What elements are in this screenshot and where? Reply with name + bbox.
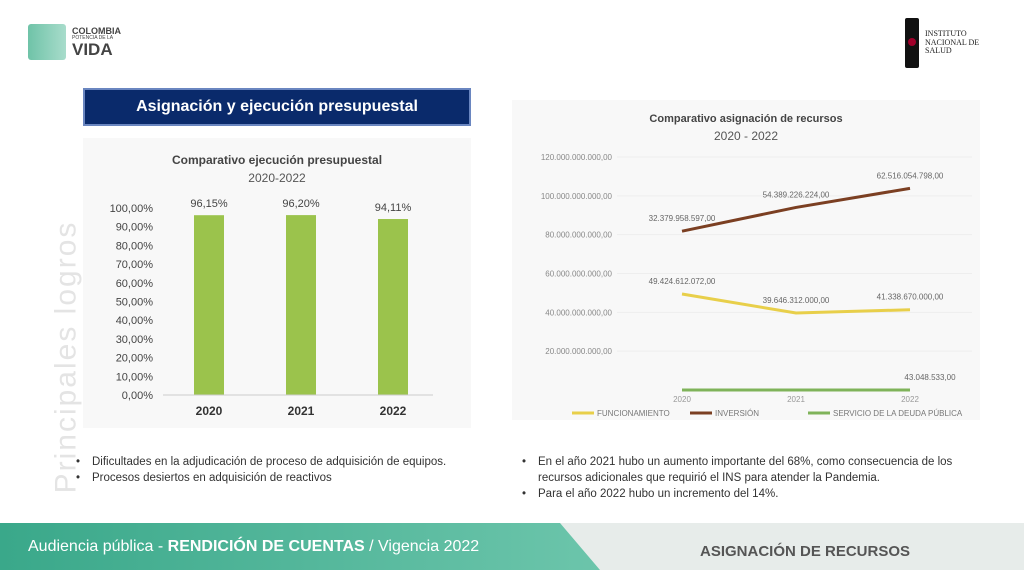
side-label: Principales logros [49, 220, 83, 494]
chart-title: Comparativo ejecución presupuestal [172, 153, 382, 167]
data-label: 41.338.670.000,00 [877, 293, 944, 302]
section-title: Asignación y ejecución presupuestal [83, 88, 471, 126]
series-line-funcionamiento [681, 292, 911, 315]
y-tick-label: 0,00% [122, 390, 153, 402]
line-chart-panel: Comparativo asignación de recursos 2020 -… [512, 100, 980, 420]
x-tick-label: 2022 [901, 395, 919, 404]
y-tick-label: 60,00% [116, 278, 154, 290]
data-label: 32.379.958.597,00 [649, 214, 716, 223]
y-tick-label: 80,00% [116, 240, 154, 252]
ins-logo: INSTITUTO NACIONAL DE SALUD [905, 18, 979, 68]
bullet-item: Procesos desiertos en adquisición de rea… [72, 470, 512, 486]
bar [378, 219, 408, 395]
chart-subtitle: 2020 - 2022 [714, 129, 778, 143]
x-tick-label: 2021 [787, 395, 805, 404]
y-tick-label: 40.000.000.000,00 [545, 308, 612, 317]
y-tick-label: 20,00% [116, 353, 154, 365]
logo-text: COLOMBIA [72, 25, 121, 36]
x-tick-label: 2020 [196, 404, 223, 418]
legend-label: INVERSIÓN [715, 409, 759, 418]
y-tick-label: 90,00% [116, 222, 154, 234]
data-label: 43.048.533,00 [904, 373, 956, 382]
chart-title: Comparativo asignación de recursos [649, 113, 842, 125]
y-tick-label: 80.000.000.000,00 [545, 231, 612, 240]
logo-text: INSTITUTO [925, 28, 967, 38]
bar-value-label: 96,20% [282, 198, 320, 210]
x-tick-label: 2020 [673, 395, 691, 404]
data-label: 39.646.312.000,00 [763, 296, 830, 305]
bar-value-label: 94,11% [375, 202, 412, 214]
data-label: 49.424.612.072,00 [649, 277, 716, 286]
footer-section: ASIGNACIÓN DE RECURSOS [700, 543, 911, 560]
bar-chart: Comparativo ejecución presupuestal 2020-2… [110, 153, 433, 418]
left-bullets: Dificultades en la adjudicación de proce… [72, 454, 512, 486]
x-tick-label: 2021 [288, 404, 315, 418]
footer: Audiencia pública - RENDICIÓN DE CUENTAS… [0, 523, 1024, 570]
line-chart: Comparativo asignación de recursos 2020 -… [541, 113, 972, 418]
bar-chart-panel: Comparativo ejecución presupuestal 2020-2… [83, 138, 471, 428]
bullet-item: Dificultades en la adjudicación de proce… [72, 454, 512, 470]
y-tick-label: 60.000.000.000,00 [545, 270, 612, 279]
y-tick-label: 10,00% [116, 371, 154, 383]
bar [194, 215, 224, 395]
y-tick-label: 120.000.000.000,00 [541, 153, 613, 162]
series-line-inversión [681, 186, 911, 233]
bar-value-label: 96,15% [190, 198, 228, 210]
logo-text: NACIONAL DE [925, 37, 980, 47]
logo-text: VIDA [72, 39, 113, 59]
y-tick-label: 50,00% [116, 297, 154, 309]
bullet-item: En el año 2021 hubo un aumento important… [518, 454, 978, 486]
colombia-logo: COLOMBIA POTENCIA DE LA VIDA [28, 24, 121, 60]
y-tick-label: 100.000.000.000,00 [541, 192, 613, 201]
legend-label: FUNCIONAMIENTO [597, 409, 670, 418]
y-tick-label: 70,00% [116, 259, 154, 271]
bullet-item: Para el año 2022 hubo un incremento del … [518, 486, 978, 502]
footer-title: Audiencia pública - RENDICIÓN DE CUENTAS… [28, 538, 480, 555]
chart-subtitle: 2020-2022 [248, 171, 306, 185]
logo-text: SALUD [925, 46, 952, 56]
x-tick-label: 2022 [380, 404, 407, 418]
logo-text: POTENCIA DE LA [72, 34, 114, 41]
data-label: 54.389.226.224,00 [763, 190, 830, 199]
bar [286, 215, 316, 395]
legend-label: SERVICIO DE LA DEUDA PÚBLICA [833, 409, 963, 418]
y-tick-label: 40,00% [116, 315, 154, 327]
right-bullets: En el año 2021 hubo un aumento important… [518, 454, 978, 502]
y-tick-label: 30,00% [116, 334, 154, 346]
ins-logo-mark-icon [905, 18, 919, 68]
y-tick-label: 100,00% [110, 203, 154, 215]
data-label: 62.516.054.798,00 [877, 171, 944, 180]
y-tick-label: 20.000.000.000,00 [545, 347, 612, 356]
colombia-logo-mark-icon [28, 24, 66, 60]
